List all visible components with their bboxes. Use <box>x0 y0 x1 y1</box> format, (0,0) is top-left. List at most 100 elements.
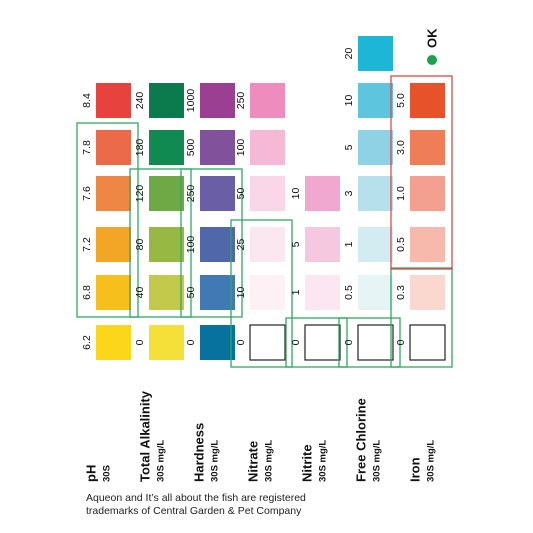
hardness-unit: 30S mg/L <box>210 440 221 482</box>
total-alkalinity-value-1: 180 <box>134 139 146 157</box>
free-chlorine-swatch-4 <box>358 227 393 262</box>
free-chlorine-label: Free Chlorine <box>354 398 369 482</box>
nitrite-label: Nitrite <box>300 444 315 482</box>
hardness-swatch-0 <box>200 83 235 118</box>
free-chlorine-unit: 30S mg/L <box>372 440 383 482</box>
free-chlorine-value-6: 0 <box>343 339 355 345</box>
ph-value-1: 7.8 <box>81 140 93 155</box>
total-alkalinity-swatch-0 <box>149 83 184 118</box>
nitrate-swatch-3 <box>250 227 285 262</box>
iron-ok-range-box <box>390 267 453 368</box>
ph-swatch-3 <box>96 227 131 262</box>
total-alkalinity-unit: 30S mg/L <box>156 440 167 482</box>
hardness-swatch-4 <box>200 275 235 310</box>
nitrite-swatch-2 <box>305 275 340 310</box>
nitrite-swatch-3 <box>304 324 341 361</box>
ph-ok-range-box <box>76 122 139 318</box>
free-chlorine-ok-range-box <box>338 317 401 368</box>
free-chlorine-value-3: 3 <box>343 190 355 196</box>
free-chlorine-value-2: 5 <box>343 144 355 150</box>
nitrite-swatch-1 <box>305 227 340 262</box>
nitrite-value-0: 10 <box>290 188 302 200</box>
ph-swatch-0 <box>96 83 131 118</box>
iron-danger-range-box <box>390 75 453 270</box>
nitrite-value-1: 5 <box>290 241 302 247</box>
ph-label: pH <box>84 465 99 482</box>
hardness-label: Hardness <box>192 423 207 482</box>
hardness-value-2: 250 <box>185 185 197 203</box>
free-chlorine-swatch-1 <box>358 83 393 118</box>
iron-value-1: 3.0 <box>395 140 407 155</box>
nitrite-swatch-0 <box>305 176 340 211</box>
hardness-value-4: 50 <box>185 287 197 299</box>
total-alkalinity-swatch-4 <box>149 275 184 310</box>
ph-value-3: 7.2 <box>81 237 93 252</box>
total-alkalinity-value-2: 120 <box>134 185 146 203</box>
free-chlorine-swatch-0 <box>358 36 393 71</box>
iron-value-3: 0.5 <box>395 237 407 252</box>
nitrite-value-2: 1 <box>290 289 302 295</box>
iron-value-4: 0.3 <box>395 285 407 300</box>
nitrate-value-3: 25 <box>235 239 247 251</box>
iron-value-5: 0 <box>395 339 407 345</box>
total-alkalinity-value-3: 80 <box>134 239 146 251</box>
hardness-swatch-5 <box>200 325 235 360</box>
footer-line-1: Aqueon and It’s all about the fish are r… <box>86 492 306 504</box>
nitrate-swatch-1 <box>250 130 285 165</box>
nitrate-ok-range-box <box>230 219 293 368</box>
iron-swatch-4 <box>410 275 445 310</box>
ph-value-2: 7.6 <box>81 186 93 201</box>
ok-dot-icon <box>427 55 437 65</box>
total-alkalinity-swatch-5 <box>149 325 184 360</box>
nitrate-value-1: 100 <box>235 139 247 157</box>
nitrate-value-4: 10 <box>235 287 247 299</box>
hardness-value-5: 0 <box>185 339 197 345</box>
nitrate-label: Nitrate <box>246 441 261 482</box>
nitrate-unit: 30S mg/L <box>264 440 275 482</box>
free-chlorine-value-4: 1 <box>343 241 355 247</box>
ok-legend-label: OK <box>425 28 440 48</box>
ph-unit: 30S <box>102 465 113 482</box>
nitrate-swatch-2 <box>250 176 285 211</box>
total-alkalinity-swatch-3 <box>149 227 184 262</box>
total-alkalinity-ok-range-box <box>129 168 192 318</box>
nitrate-value-0: 250 <box>235 92 247 110</box>
nitrite-ok-range-box <box>285 317 348 368</box>
trademark-footer: Aqueon and It’s all about the fish are r… <box>86 492 386 518</box>
iron-value-0: 5.0 <box>395 93 407 108</box>
ph-swatch-4 <box>96 275 131 310</box>
hardness-ok-range-box <box>180 168 243 318</box>
total-alkalinity-value-0: 240 <box>134 92 146 110</box>
free-chlorine-swatch-2 <box>358 130 393 165</box>
ph-swatch-1 <box>96 130 131 165</box>
nitrate-swatch-5 <box>249 324 286 361</box>
free-chlorine-swatch-5 <box>358 275 393 310</box>
ph-swatch-2 <box>96 176 131 211</box>
iron-swatch-0 <box>410 83 445 118</box>
iron-swatch-5 <box>409 324 446 361</box>
iron-value-2: 1.0 <box>395 186 407 201</box>
ph-value-4: 6.8 <box>81 285 93 300</box>
iron-swatch-1 <box>410 130 445 165</box>
free-chlorine-value-1: 10 <box>343 95 355 107</box>
hardness-value-1: 500 <box>185 139 197 157</box>
iron-swatch-2 <box>410 176 445 211</box>
total-alkalinity-swatch-2 <box>149 176 184 211</box>
nitrite-unit: 30S mg/L <box>318 440 329 482</box>
hardness-swatch-1 <box>200 130 235 165</box>
hardness-swatch-2 <box>200 176 235 211</box>
iron-label: Iron <box>408 457 423 482</box>
free-chlorine-value-5: 0.5 <box>343 285 355 300</box>
nitrite-value-3: 0 <box>290 339 302 345</box>
free-chlorine-swatch-6 <box>357 324 394 361</box>
total-alkalinity-swatch-1 <box>149 130 184 165</box>
ph-value-0: 8.4 <box>81 93 93 108</box>
nitrate-swatch-4 <box>250 275 285 310</box>
free-chlorine-value-0: 20 <box>343 48 355 60</box>
ph-value-5: 6.2 <box>81 335 93 350</box>
nitrate-swatch-0 <box>250 83 285 118</box>
total-alkalinity-label: Total Alkalinity <box>138 390 153 482</box>
ph-swatch-5 <box>96 325 131 360</box>
total-alkalinity-value-4: 40 <box>134 287 146 299</box>
